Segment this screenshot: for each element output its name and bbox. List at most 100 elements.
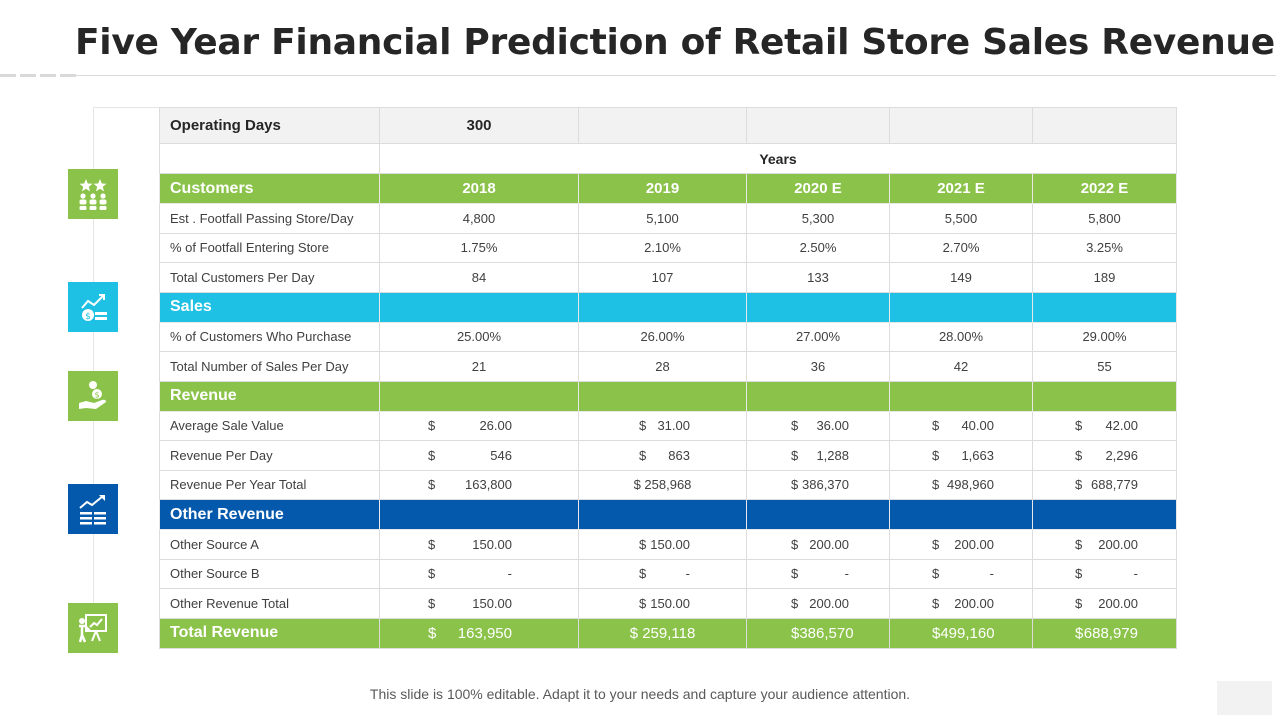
currency-symbol: $ <box>639 595 647 611</box>
money-value: 200.00 <box>954 536 994 552</box>
customers-header-row: Customers 2018 2019 2020 E 2021 E 2022 E <box>159 173 1177 204</box>
svg-text:$: $ <box>85 312 91 322</box>
corner-placeholder <box>1217 681 1272 715</box>
money-value: 688,979 <box>1083 624 1138 642</box>
total-cell: $ 259,118 <box>578 617 747 649</box>
money-cell: $ - <box>746 558 890 589</box>
money-cell: $ 258,968 <box>578 469 747 500</box>
cell: 2.10% <box>578 232 747 263</box>
currency-symbol: $ <box>791 536 799 552</box>
cell: 4,800 <box>379 203 579 234</box>
currency-symbol: $ <box>932 447 940 463</box>
total-cell: $688,979 <box>1032 617 1177 649</box>
money-value: 150.00 <box>650 595 690 611</box>
money-cell: $150.00 <box>578 529 747 560</box>
cell: 55 <box>1032 351 1177 382</box>
cell: 36 <box>746 351 890 382</box>
currency-symbol: $ <box>791 624 800 642</box>
money-value: $ 258,968 <box>633 477 692 493</box>
cell: 2.50% <box>746 232 890 263</box>
money-cell: $386,370 <box>746 469 890 500</box>
money-value: 386,570 <box>799 624 854 642</box>
table-row: Revenue Per Day $546 $863 $1,288 $1,663 … <box>159 440 1177 471</box>
money-value: 150.00 <box>650 536 690 552</box>
money-value: 498,960 <box>947 477 994 493</box>
money-value: $ 259,118 <box>629 624 696 642</box>
timeline-connector <box>93 107 159 108</box>
year-header: 2018 <box>379 173 579 204</box>
currency-symbol: $ <box>932 624 941 642</box>
table-row: Revenue Per Year Total $163,800 $ 258,96… <box>159 469 1177 500</box>
money-value: 26.00 <box>479 418 512 434</box>
currency-symbol: $ <box>1075 536 1083 552</box>
money-cell: $546 <box>379 440 579 471</box>
money-value: 688,779 <box>1091 477 1138 493</box>
money-cell: $1,663 <box>889 440 1033 471</box>
title-underline <box>76 75 1276 76</box>
money-cell: $150.00 <box>578 588 747 619</box>
financial-table: Operating Days 300 Years Customers 2018 … <box>159 107 1177 649</box>
money-cell: $150.00 <box>379 588 579 619</box>
currency-symbol: $ <box>639 418 647 434</box>
operating-days-value: 300 <box>379 107 579 144</box>
money-value: 163,950 <box>457 624 512 642</box>
page-title: Five Year Financial Prediction of Retail… <box>75 22 1275 63</box>
money-cell: $1,288 <box>746 440 890 471</box>
money-cell: $200.00 <box>1032 588 1177 619</box>
money-cell: $36.00 <box>746 410 890 441</box>
cell: 29.00% <box>1032 321 1177 352</box>
cell: 5,800 <box>1032 203 1177 234</box>
other-revenue-section-label: Other Revenue <box>159 499 380 530</box>
sales-section-label: Sales <box>159 291 380 323</box>
money-cell: $150.00 <box>379 529 579 560</box>
table-row: Average Sale Value $26.00 $31.00 $36.00 … <box>159 410 1177 441</box>
money-value: 200.00 <box>1098 595 1138 611</box>
total-cell: $163,950 <box>379 617 579 649</box>
table-row: Total Number of Sales Per Day 21 28 36 4… <box>159 351 1177 382</box>
money-cell: $200.00 <box>746 588 890 619</box>
currency-symbol: $ <box>428 566 436 582</box>
currency-symbol: $ <box>1075 477 1083 493</box>
table-row: Other Revenue Total $150.00 $150.00 $200… <box>159 588 1177 619</box>
money-value: - <box>844 566 849 582</box>
currency-symbol: $ <box>791 595 799 611</box>
money-cell: $200.00 <box>746 529 890 560</box>
money-cell: $26.00 <box>379 410 579 441</box>
sales-header-row: Sales <box>159 291 1177 323</box>
cell: 21 <box>379 351 579 382</box>
money-cell: $42.00 <box>1032 410 1177 441</box>
other-revenue-header-row: Other Revenue <box>159 499 1177 530</box>
row-label: Other Source B <box>159 558 380 589</box>
cell: 107 <box>578 262 747 293</box>
currency-symbol: $ <box>428 624 437 642</box>
currency-symbol: $ <box>932 595 940 611</box>
row-label: Average Sale Value <box>159 410 380 441</box>
cell: 42 <box>889 351 1033 382</box>
currency-symbol: $ <box>791 566 799 582</box>
title-dash <box>0 74 16 77</box>
money-value: - <box>685 566 690 582</box>
row-label: Total Number of Sales Per Day <box>159 351 380 382</box>
row-label: Revenue Per Year Total <box>159 469 380 500</box>
table-row: % of Footfall Entering Store 1.75% 2.10%… <box>159 232 1177 263</box>
money-value: - <box>1133 566 1138 582</box>
money-cell: $ - <box>379 558 579 589</box>
cell: 5,300 <box>746 203 890 234</box>
total-revenue-label: Total Revenue <box>159 617 380 649</box>
operating-days-label: Operating Days <box>159 107 380 144</box>
table-row: Total Customers Per Day 84 107 133 149 1… <box>159 262 1177 293</box>
money-value: 200.00 <box>954 595 994 611</box>
currency-symbol: $ <box>932 566 940 582</box>
cell: 5,100 <box>578 203 747 234</box>
cell: 1.75% <box>379 232 579 263</box>
money-value: - <box>507 566 512 582</box>
year-header: 2021 E <box>889 173 1033 204</box>
years-label: Years <box>379 143 1177 174</box>
money-cell: $ - <box>578 558 747 589</box>
revenue-chart-icon <box>68 484 118 534</box>
cell: 189 <box>1032 262 1177 293</box>
currency-symbol: $ <box>1075 447 1083 463</box>
currency-symbol: $ <box>639 447 647 463</box>
revenue-section-label: Revenue <box>159 380 380 412</box>
money-hand-icon: $ <box>68 371 118 421</box>
